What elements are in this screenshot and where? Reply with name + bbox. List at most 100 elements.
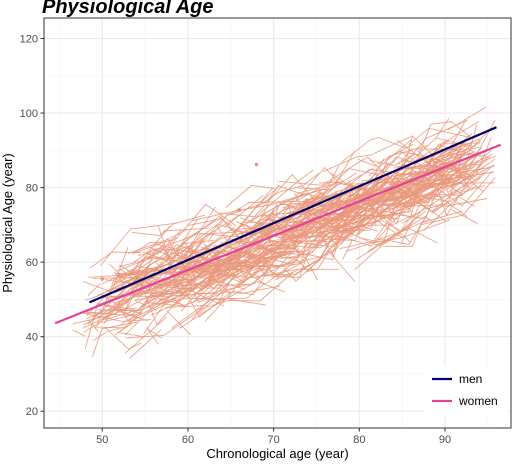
- trajectory-line: [295, 212, 350, 261]
- trajectory-line: [396, 156, 410, 162]
- trajectory-line: [335, 210, 422, 235]
- trajectory-line: [169, 282, 256, 297]
- trajectory-line: [162, 201, 251, 270]
- trajectory-line: [334, 210, 426, 233]
- trajectory-line: [192, 203, 277, 221]
- x-axis-title: Chronological age (year): [206, 446, 348, 461]
- trajectory-line: [154, 243, 197, 255]
- x-tick-label: 60: [182, 434, 194, 446]
- chart-title: Physiological Age: [42, 0, 214, 18]
- trajectory-line: [84, 300, 130, 315]
- trajectory-line: [84, 302, 125, 349]
- trajectory-line: [260, 185, 304, 203]
- trajectory-line: [451, 209, 478, 225]
- trajectory-line: [183, 265, 212, 274]
- y-tick-label: 20: [26, 406, 38, 418]
- trajectory-line: [89, 251, 142, 269]
- trajectory-line: [189, 227, 295, 260]
- trajectory-line: [92, 321, 139, 357]
- trajectory-line: [266, 191, 325, 235]
- trajectory-line: [142, 243, 195, 261]
- x-tick-label: 80: [353, 434, 365, 446]
- trajectory-line: [331, 211, 405, 241]
- y-tick-label: 40: [26, 332, 38, 344]
- trajectory-line: [157, 297, 226, 305]
- trajectory-line: [229, 255, 298, 264]
- trajectory-line: [343, 167, 374, 186]
- trajectory-line: [432, 145, 471, 166]
- trajectory-line: [188, 261, 260, 299]
- trajectory-line: [205, 244, 217, 268]
- trajectory-line: [130, 271, 145, 285]
- trajectory-line: [83, 315, 110, 333]
- trajectory-line: [202, 260, 268, 286]
- trajectory-line: [339, 210, 430, 250]
- trajectory-line: [381, 204, 421, 207]
- panel-border: [43, 17, 512, 429]
- trajectory-line: [285, 217, 342, 259]
- series-line-women: [54, 143, 502, 325]
- trajectory-line: [314, 204, 366, 250]
- trajectory-line: [280, 182, 379, 239]
- trajectory-line: [309, 194, 366, 246]
- y-axis-title: Physiological Age (year): [0, 153, 15, 292]
- trajectory-line: [271, 260, 306, 279]
- trajectory-line: [410, 120, 480, 164]
- x-tick-label: 50: [96, 434, 108, 446]
- data-point: [237, 208, 242, 212]
- legend-background: [424, 366, 508, 416]
- trajectory-line: [299, 192, 342, 209]
- trajectory-line: [430, 185, 478, 213]
- trajectory-line: [179, 280, 285, 329]
- trajectory-line: [195, 228, 296, 295]
- trajectory-line: [371, 186, 421, 218]
- trajectory-line: [201, 227, 235, 251]
- trajectory-line: [141, 236, 177, 261]
- trajectory-line: [92, 297, 177, 320]
- trajectory-line: [124, 291, 169, 336]
- trajectory-line: [414, 158, 462, 203]
- trajectory-line: [212, 225, 287, 258]
- trajectory-line: [113, 271, 124, 284]
- trajectory-line: [234, 265, 280, 267]
- trajectory-line: [391, 124, 478, 195]
- trajectory-line: [442, 137, 492, 178]
- trajectory-line: [383, 210, 463, 248]
- trajectory-line: [188, 289, 225, 307]
- trajectory-line: [239, 201, 324, 238]
- trajectory-line: [179, 204, 259, 265]
- trajectory-line: [412, 170, 486, 198]
- axis-ticks: 50 60 70 80 90 20 40 60 80 100 120: [20, 34, 452, 447]
- trajectory-line: [282, 219, 335, 268]
- trajectory-line: [198, 285, 281, 315]
- trajectory-line: [438, 164, 496, 188]
- outlier-points: [100, 162, 259, 281]
- trajectory-line: [295, 179, 335, 202]
- trajectory-line: [342, 239, 353, 260]
- trajectory-line: [261, 246, 285, 268]
- trajectory-line: [72, 329, 86, 337]
- trajectory-line: [331, 220, 363, 254]
- trajectory-line: [375, 228, 438, 244]
- trajectory-line: [404, 179, 461, 204]
- series-lines: [54, 126, 502, 325]
- trajectory-line: [127, 280, 207, 324]
- trajectory-line: [399, 119, 468, 170]
- trajectory-line: [119, 312, 142, 333]
- trajectory-line: [431, 205, 444, 214]
- trajectory-line: [142, 237, 239, 293]
- trajectory-line: [226, 266, 243, 271]
- data-point: [100, 277, 105, 281]
- trajectory-line: [124, 316, 167, 354]
- trajectory-line: [129, 329, 162, 359]
- trajectory-line: [322, 135, 413, 173]
- trajectory-line: [279, 225, 327, 258]
- y-tick-label: 60: [26, 257, 38, 269]
- trajectory-line: [354, 235, 393, 271]
- trajectory-line: [395, 153, 416, 166]
- trajectory-line: [432, 165, 493, 196]
- trajectory-line: [84, 274, 177, 301]
- y-tick-label: 120: [20, 34, 38, 46]
- y-tick-label: 100: [20, 108, 38, 120]
